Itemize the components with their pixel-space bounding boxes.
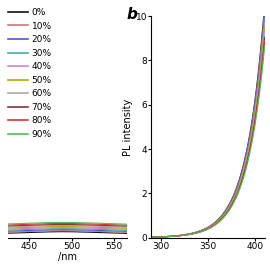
Text: b: b [126, 7, 137, 22]
Y-axis label: PL intensity: PL intensity [123, 98, 133, 156]
Legend: 0%, 10%, 20%, 30%, 40%, 50%, 60%, 70%, 80%, 90%: 0%, 10%, 20%, 30%, 40%, 50%, 60%, 70%, 8… [5, 5, 55, 142]
X-axis label: /nm: /nm [58, 252, 77, 262]
